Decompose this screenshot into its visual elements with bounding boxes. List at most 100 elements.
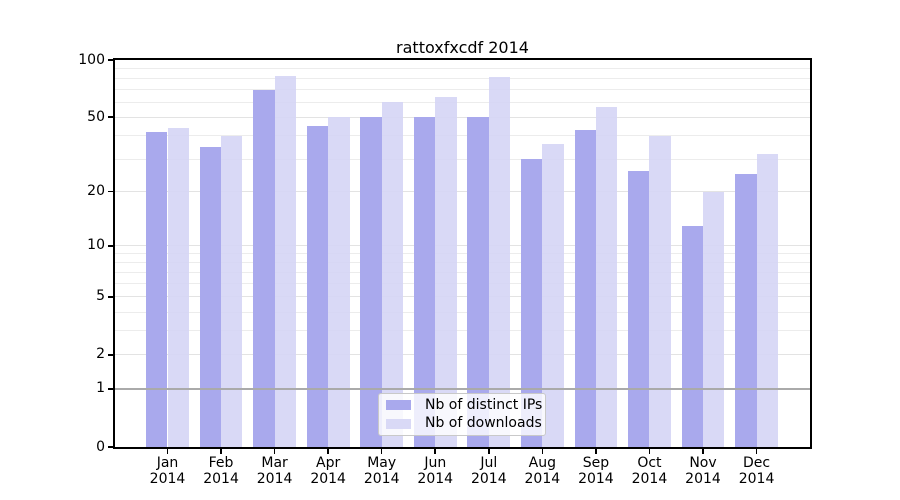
minor-gridline — [115, 135, 810, 137]
y-tick-label: 1 — [96, 380, 105, 397]
legend-entry: Nb of downloads — [386, 415, 542, 434]
minor-gridline — [115, 158, 810, 160]
highlight-gridline — [115, 388, 810, 390]
y-tick-label: 50 — [87, 108, 105, 125]
minor-gridline — [115, 101, 810, 103]
legend-entry: Nb of distinct IPs — [386, 396, 542, 415]
x-label-year: 2014 — [363, 471, 400, 487]
bar-aug-s0 — [520, 159, 543, 447]
major-gridline — [115, 116, 810, 118]
x-tick — [434, 449, 437, 454]
minor-gridline — [115, 89, 810, 91]
bar-apr-s0 — [306, 125, 329, 447]
x-label-year: 2014 — [738, 471, 775, 487]
plot-frame — [113, 58, 812, 449]
x-label-year: 2014 — [685, 471, 721, 487]
minor-gridline — [115, 311, 810, 313]
x-tick — [380, 449, 383, 454]
x-label-year: 2014 — [149, 471, 186, 487]
minor-gridline — [115, 78, 810, 79]
x-label-year: 2014 — [417, 471, 454, 487]
x-label-month: Jan — [156, 455, 179, 471]
y-tick-label: 100 — [78, 51, 105, 68]
bar-sep-s1 — [595, 106, 618, 447]
bar-apr-s1 — [328, 117, 350, 447]
bar-nov-s1 — [703, 191, 725, 447]
x-label-month: Feb — [208, 455, 234, 471]
minor-gridline — [115, 253, 810, 255]
bar-mar-s1 — [274, 76, 296, 447]
x-label-month: Aug — [528, 455, 557, 471]
x-tick-label: Sep 2014 — [568, 455, 624, 487]
x-label-year: 2014 — [310, 471, 346, 487]
x-tick-label: Oct 2014 — [621, 455, 677, 487]
minor-gridline — [115, 68, 810, 70]
chart-title: rattoxfxcdf 2014 — [396, 38, 529, 57]
x-tick-label: Aug 2014 — [514, 455, 570, 487]
x-label-year: 2014 — [524, 471, 561, 487]
x-tick — [273, 449, 276, 454]
x-label-month: Jul — [480, 455, 498, 471]
legend: Nb of distinct IPs Nb of downloads — [378, 393, 546, 436]
bar-feb-s0 — [199, 146, 222, 447]
legend-swatch — [386, 400, 411, 411]
y-tick — [108, 295, 114, 298]
x-label-month: Mar — [261, 455, 288, 471]
bar-feb-s1 — [221, 135, 243, 447]
x-tick-label: Dec 2014 — [729, 455, 785, 487]
x-tick-label: May 2014 — [354, 455, 410, 487]
minor-gridline — [115, 272, 810, 274]
bar-may-s0 — [360, 117, 382, 447]
minor-gridline — [115, 283, 810, 285]
bar-jul-s1 — [488, 77, 511, 447]
bar-oct-s1 — [649, 135, 671, 447]
bar-jun-s0 — [413, 117, 436, 447]
x-tick-label: Feb 2014 — [193, 455, 249, 487]
x-label-year: 2014 — [203, 471, 239, 487]
bar-jan-s0 — [146, 131, 168, 447]
y-tick — [108, 245, 114, 247]
y-tick-label: 0 — [96, 438, 105, 455]
x-tick — [702, 449, 704, 454]
x-tick-label: Jun 2014 — [407, 455, 463, 487]
y-tick-label: 2 — [96, 346, 105, 363]
bar-aug-s1 — [542, 144, 564, 447]
legend-swatch — [386, 418, 411, 429]
bar-may-s1 — [381, 102, 404, 447]
x-label-month: Apr — [316, 455, 341, 471]
x-tick — [541, 449, 544, 454]
x-tick — [220, 449, 222, 454]
bar-oct-s0 — [628, 170, 650, 447]
minor-gridline — [115, 262, 810, 264]
plot-area — [115, 60, 810, 447]
y-tick — [108, 116, 114, 119]
bar-sep-s0 — [574, 129, 596, 447]
y-tick — [108, 354, 114, 356]
y-tick-label: 10 — [87, 237, 105, 254]
bar-jul-s0 — [467, 117, 489, 447]
y-tick — [108, 190, 114, 193]
x-tick-label: Mar 2014 — [247, 455, 303, 487]
x-tick — [488, 449, 490, 454]
x-tick — [648, 449, 651, 454]
major-gridline — [115, 354, 810, 356]
bar-nov-s0 — [681, 225, 703, 447]
x-tick-label: Jan 2014 — [140, 455, 196, 487]
x-label-month: Dec — [743, 455, 771, 471]
y-tick-label: 20 — [87, 183, 105, 200]
x-tick-label: Jul 2014 — [461, 455, 517, 487]
bar-mar-s0 — [253, 89, 275, 447]
x-label-year: 2014 — [470, 471, 507, 487]
x-tick — [327, 449, 329, 454]
x-tick — [755, 449, 758, 454]
x-label-year: 2014 — [256, 471, 293, 487]
major-gridline — [115, 296, 810, 298]
x-label-month: May — [367, 455, 397, 471]
major-gridline — [115, 245, 810, 247]
x-tick-label: Nov 2014 — [675, 455, 731, 487]
major-gridline — [115, 191, 810, 193]
x-label-month: Jun — [424, 455, 447, 471]
bar-jun-s1 — [435, 96, 457, 447]
y-tick — [108, 59, 114, 61]
x-tick — [166, 449, 169, 454]
